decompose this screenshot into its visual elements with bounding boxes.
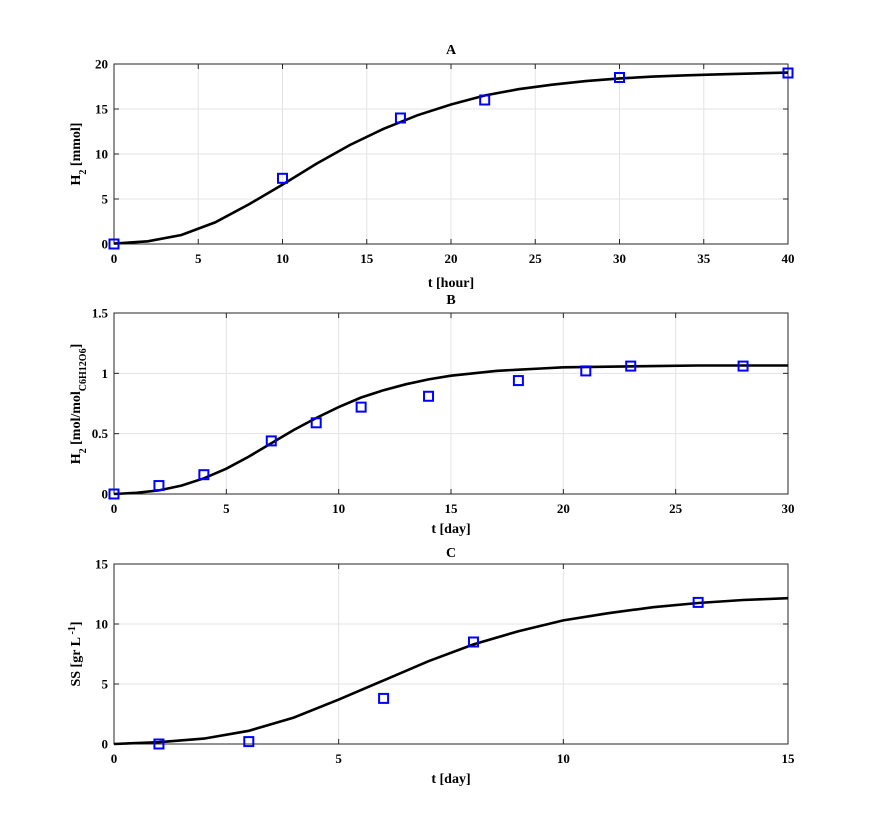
y-axis-label: SS [gr L -1] <box>67 621 84 686</box>
panel-c: C t [day] SS [gr L -1] 0 5 10 15 0 5 10 15 <box>67 546 795 787</box>
panel-b: B t [day] H2 [mol/molC6H12O6] 0 5 10 15 20 25… <box>69 293 795 537</box>
data-point-marker <box>782 67 794 79</box>
x-tick-label: 10 <box>332 501 345 516</box>
data-point-marker <box>692 596 704 608</box>
x-axis-label: t [day] <box>431 522 470 537</box>
y-tick-label: 0 <box>102 737 109 752</box>
y-tick-label: 10 <box>95 617 108 632</box>
x-tick-label: 10 <box>557 751 570 766</box>
data-point-marker <box>378 692 390 704</box>
data-point-marker <box>243 736 255 748</box>
x-tick-label: 15 <box>445 501 459 516</box>
x-tick-label: 30 <box>613 251 626 266</box>
x-tick-label: 5 <box>223 501 230 516</box>
y-tick-label: 0 <box>102 487 109 502</box>
panel-title: B <box>446 293 455 308</box>
panel-a: A t [hour] H2 [mmol] 0 5 10 15 20 25 30 35 40 0 5 1… <box>69 43 795 291</box>
x-tick-label: 40 <box>782 251 795 266</box>
data-point-marker <box>108 238 120 250</box>
x-tick-label: 20 <box>445 251 458 266</box>
x-tick-label: 5 <box>195 251 202 266</box>
panel-title: A <box>446 43 457 58</box>
y-tick-label: 20 <box>95 57 108 72</box>
axes-frame <box>113 63 789 245</box>
data-point-marker <box>625 360 637 372</box>
data-point-marker <box>198 469 210 481</box>
data-point-marker <box>394 112 406 124</box>
x-tick-label: 30 <box>782 501 795 516</box>
x-tick-label: 5 <box>335 751 342 766</box>
y-tick-label: 5 <box>102 677 109 692</box>
x-axis-label: t [hour] <box>428 276 474 291</box>
y-tick-label: 5 <box>102 192 109 207</box>
fit-curve <box>113 71 789 245</box>
axes-frame <box>113 312 789 495</box>
y-tick-label: 0.5 <box>92 426 109 441</box>
y-tick-label: 10 <box>95 147 108 162</box>
x-axis-label: t [day] <box>431 772 470 787</box>
data-point-marker <box>265 435 277 447</box>
x-tick-label: 0 <box>111 751 118 766</box>
data-point-marker <box>153 480 165 492</box>
data-point-marker <box>153 738 165 750</box>
data-point-marker <box>310 417 322 429</box>
x-tick-label: 10 <box>276 251 289 266</box>
x-tick-label: 20 <box>557 501 570 516</box>
x-tick-label: 0 <box>111 251 118 266</box>
data-point-marker <box>277 172 288 184</box>
y-tick-label: 1 <box>102 366 109 381</box>
y-tick-label: 15 <box>95 557 109 572</box>
y-axis-label: H2 [mmol] <box>69 123 89 186</box>
data-point-marker <box>479 94 491 106</box>
y-tick-label: 1.5 <box>92 306 109 321</box>
data-point-marker <box>512 375 524 387</box>
fit-curve <box>113 596 789 746</box>
data-point-marker <box>580 365 592 377</box>
x-tick-label: 35 <box>697 251 711 266</box>
panel-title: C <box>446 546 456 561</box>
data-point-marker <box>467 636 479 648</box>
x-tick-label: 0 <box>111 501 118 516</box>
x-tick-label: 25 <box>529 251 543 266</box>
data-point-marker <box>108 488 120 500</box>
x-tick-label: 25 <box>669 501 683 516</box>
y-axis-label: H2 [mol/molC6H12O6] <box>69 344 89 465</box>
data-point-marker <box>423 390 435 402</box>
y-tick-label: 0 <box>102 237 109 252</box>
data-point-marker <box>737 360 749 372</box>
data-point-marker <box>614 72 625 83</box>
x-tick-label: 15 <box>782 751 796 766</box>
data-point-marker <box>355 401 367 413</box>
axes-frame <box>113 563 789 745</box>
y-tick-label: 15 <box>95 102 109 117</box>
x-tick-label: 15 <box>360 251 374 266</box>
